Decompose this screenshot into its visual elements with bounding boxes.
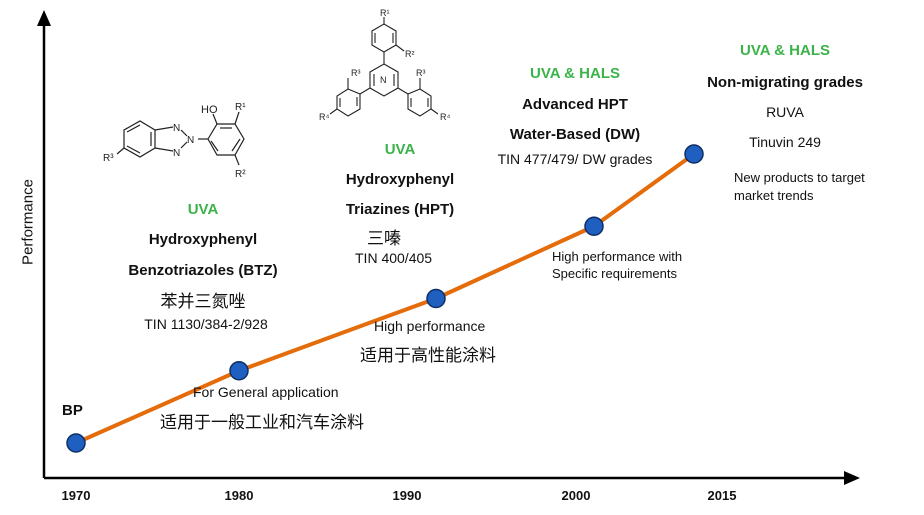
hpt-note-cn: 适用于高性能涂料: [360, 346, 496, 366]
year-label-1990: 1990: [392, 488, 422, 503]
x-axis-arrow: [844, 471, 860, 485]
advanced-name-line1: Advanced HPT: [522, 96, 628, 113]
hpt-name-cn: 三嗪: [367, 229, 401, 249]
advanced-products: TIN 477/479/ DW grades: [497, 151, 653, 167]
hpt-r4b-label: R⁴: [440, 112, 450, 122]
hpt-r1-label: R¹: [380, 8, 390, 18]
btz-r3-label: R³: [103, 153, 114, 164]
milestone-node-1980: [229, 361, 249, 381]
hpt-name-line1: Hydroxyphenyl: [345, 171, 455, 188]
y-axis-arrow: [37, 10, 51, 26]
year-label-2015: 2015: [707, 488, 737, 503]
nonmig-product1: RUVA: [766, 104, 804, 120]
nonmig-product2: Tinuvin 249: [749, 134, 821, 150]
advanced-note-line1: High performance with: [552, 249, 683, 264]
advanced-class-label: UVA & HALS: [530, 65, 620, 82]
nonmig-note-line2: market trends: [734, 188, 814, 203]
series-layer: [66, 144, 704, 453]
hpt-class-label: UVA: [384, 141, 416, 158]
year-label-1980: 1980: [224, 488, 254, 503]
btz-products: TIN 1130/384-2/928: [144, 316, 268, 332]
btz-name-line2: Benzotriazoles (BTZ): [128, 262, 278, 279]
btz-note-cn: 适用于一般工业和汽车涂料: [160, 413, 364, 433]
hpt-structure: [329, 17, 439, 117]
nonmig-class-label: UVA & HALS: [740, 42, 830, 59]
btz-r2-label: R²: [235, 169, 246, 180]
btz-n2-label: N: [187, 135, 194, 146]
nonmig-note-line1: New products to target: [734, 170, 865, 185]
btz-r1-label: R¹: [235, 102, 246, 113]
btz-n3-label: N: [173, 148, 180, 159]
year-label-1970: 1970: [61, 488, 91, 503]
year-label-2000: 2000: [561, 488, 591, 503]
hpt-r3a-label: R³: [351, 68, 361, 78]
hpt-note-en: High performance: [374, 318, 486, 334]
btz-name-cn: 苯并三氮唑: [160, 292, 246, 312]
btz-oh-label: HO: [201, 104, 218, 116]
btz-name-line1: Hydroxyphenyl: [148, 231, 258, 248]
btz-n1-label: N: [173, 123, 180, 134]
hpt-n-label: N: [380, 75, 387, 85]
btz-note-en: For General application: [193, 384, 339, 400]
hpt-r4a-label: R⁴: [319, 112, 329, 122]
btz-structure: [116, 111, 245, 166]
bp-label: BP: [62, 402, 83, 419]
btz-class-label: UVA: [187, 201, 219, 218]
hpt-r3b-label: R³: [416, 68, 426, 78]
milestone-node-2000: [584, 216, 604, 236]
hpt-products: TIN 400/405: [355, 250, 433, 266]
hpt-r2-label: R²: [405, 49, 415, 59]
nonmig-name-line1: Non-migrating grades: [707, 74, 863, 91]
milestone-node-2015: [684, 144, 704, 164]
hpt-name-line2: Triazines (HPT): [345, 201, 455, 218]
advanced-name-line2: Water-Based (DW): [509, 126, 641, 143]
advanced-note-line2: Specific requirements: [552, 266, 677, 281]
milestone-node-1970: [66, 433, 86, 453]
y-axis-label: Performance: [19, 179, 37, 265]
milestone-node-1990: [426, 288, 446, 309]
